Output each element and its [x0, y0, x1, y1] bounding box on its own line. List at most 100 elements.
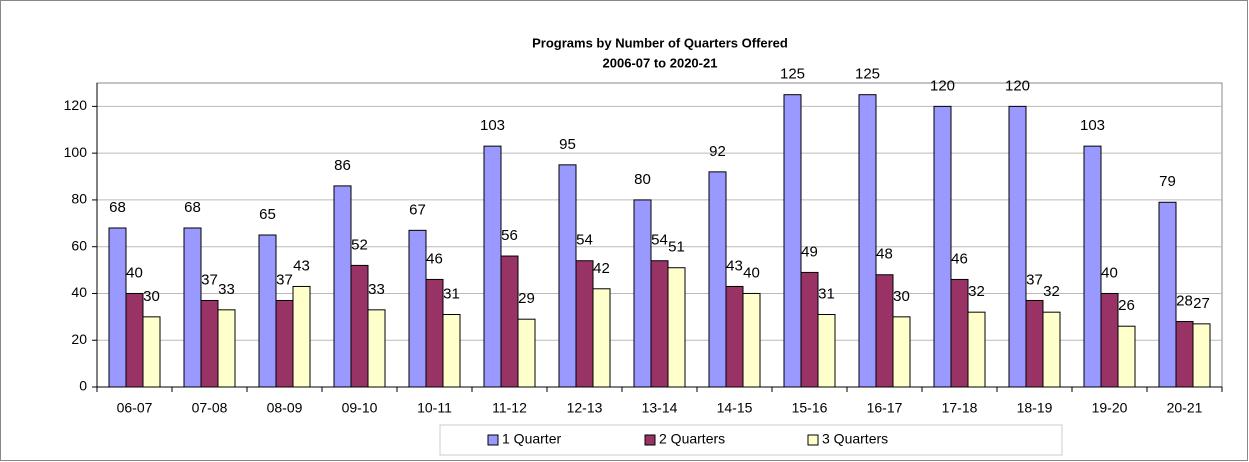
x-tick-label: 06-07: [117, 400, 153, 416]
bar: [1192, 323, 1211, 388]
bar: [217, 309, 236, 388]
legend-label: 1 Quarter: [502, 431, 561, 447]
bar: [783, 94, 802, 388]
x-tick-label: 12-13: [567, 400, 603, 416]
bar: [708, 171, 727, 388]
value-label: 33: [218, 281, 235, 298]
bar: [500, 255, 519, 388]
bar: [108, 227, 127, 388]
y-tick-label: 80: [71, 191, 87, 207]
value-label: 40: [743, 264, 760, 281]
value-label: 80: [634, 171, 651, 188]
value-label: 49: [801, 243, 818, 260]
bar: [650, 260, 669, 388]
value-label: 28: [1176, 292, 1193, 309]
value-label: 33: [368, 281, 385, 298]
bar: [892, 316, 911, 388]
bar: [350, 264, 369, 388]
value-label: 51: [668, 239, 685, 256]
x-tick-label: 14-15: [717, 400, 753, 416]
bar: [967, 311, 986, 388]
bar: [442, 314, 461, 388]
x-tick-label: 16-17: [867, 400, 903, 416]
bar: [817, 314, 836, 388]
bar: [1083, 145, 1102, 388]
legend-label: 3 Quarters: [822, 431, 888, 447]
bar: [667, 267, 686, 388]
value-label: 79: [1159, 173, 1176, 190]
value-label: 125: [855, 66, 880, 83]
legend-box: [439, 424, 1063, 456]
value-label: 65: [259, 206, 276, 223]
value-label: 103: [1080, 117, 1105, 134]
value-label: 30: [893, 288, 910, 305]
value-label: 37: [1026, 271, 1043, 288]
bar: [1117, 325, 1136, 388]
legend-label: 2 Quarters: [659, 431, 725, 447]
value-label: 54: [576, 232, 593, 249]
value-label: 32: [1043, 283, 1060, 300]
value-label: 92: [709, 143, 726, 160]
bar: [1008, 105, 1027, 388]
value-label: 37: [201, 271, 218, 288]
value-label: 95: [559, 136, 576, 153]
bar: [275, 299, 294, 388]
bar: [1025, 299, 1044, 388]
value-label: 103: [480, 117, 505, 134]
x-tick-label: 11-12: [492, 400, 527, 416]
value-label: 29: [518, 290, 535, 307]
value-label: 120: [930, 77, 955, 94]
legend-swatch: [487, 434, 499, 446]
x-tick-label: 15-16: [792, 400, 828, 416]
bar: [575, 260, 594, 388]
value-label: 43: [726, 257, 743, 274]
y-tick-label: 40: [71, 284, 87, 300]
x-tick-label: 09-10: [342, 400, 378, 416]
x-tick-label: 08-09: [267, 400, 303, 416]
value-label: 48: [876, 246, 893, 263]
bar: [633, 199, 652, 388]
x-tick-label: 10-11: [417, 400, 452, 416]
value-label: 86: [334, 157, 351, 174]
y-tick-label: 120: [64, 97, 88, 113]
value-label: 67: [409, 201, 426, 218]
value-label: 54: [651, 232, 668, 249]
bar: [200, 299, 219, 388]
value-label: 120: [1005, 77, 1030, 94]
legend-swatch: [807, 434, 819, 446]
value-label: 46: [426, 250, 443, 267]
value-label: 52: [351, 236, 368, 253]
value-label: 68: [184, 199, 201, 216]
y-tick-label: 0: [79, 378, 87, 394]
bar: [950, 278, 969, 388]
value-label: 42: [593, 260, 610, 277]
bar: [183, 227, 202, 388]
bar: [258, 234, 277, 388]
bar: [125, 292, 144, 388]
bar: [483, 145, 502, 388]
x-tick-label: 19-20: [1092, 400, 1128, 416]
value-label: 31: [443, 285, 460, 302]
bar: [558, 164, 577, 388]
value-label: 56: [501, 227, 518, 244]
bar: [858, 94, 877, 388]
x-tick-label: 18-19: [1017, 400, 1053, 416]
bar: [292, 285, 311, 388]
value-label: 125: [780, 66, 805, 83]
bar: [408, 229, 427, 388]
x-tick-label: 17-18: [942, 400, 978, 416]
chart-title: Programs by Number of Quarters Offered: [532, 35, 788, 50]
y-tick-label: 100: [64, 144, 88, 160]
bar: [425, 278, 444, 388]
value-label: 43: [293, 257, 310, 274]
x-tick-label: 20-21: [1167, 400, 1203, 416]
bar: [875, 274, 894, 388]
y-tick-label: 60: [71, 237, 87, 253]
value-label: 46: [951, 250, 968, 267]
bar: [592, 288, 611, 388]
value-label: 27: [1193, 295, 1210, 312]
bar: [333, 185, 352, 388]
bar: [742, 292, 761, 388]
bar: [1175, 321, 1194, 388]
